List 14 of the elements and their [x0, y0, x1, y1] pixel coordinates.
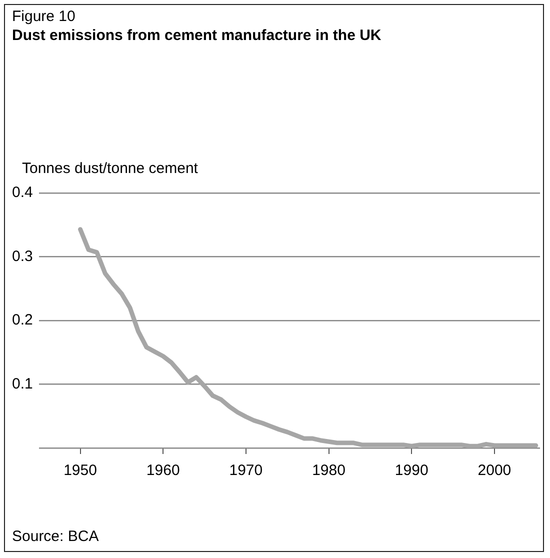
- chart-title: Dust emissions from cement manufacture in the UK: [12, 27, 382, 44]
- x-tick-label: 2000: [478, 462, 512, 480]
- x-tick-label: 1950: [64, 462, 97, 480]
- y-axis-title: Tonnes dust/tonne cement: [22, 160, 198, 177]
- x-tick-label: 1960: [146, 462, 180, 480]
- y-tick-label: 0.3: [12, 248, 33, 265]
- y-tick-label: 0.1: [12, 375, 33, 392]
- source-note: Source: BCA: [12, 528, 99, 545]
- x-tick-label: 1970: [229, 462, 263, 480]
- x-tick-label: 1990: [394, 462, 428, 480]
- y-tick-label: 0.2: [12, 312, 33, 329]
- x-tick-label: 1980: [312, 462, 346, 480]
- y-tick-label: 0.4: [12, 184, 33, 202]
- chart-subtitle: Figure 10: [12, 8, 76, 25]
